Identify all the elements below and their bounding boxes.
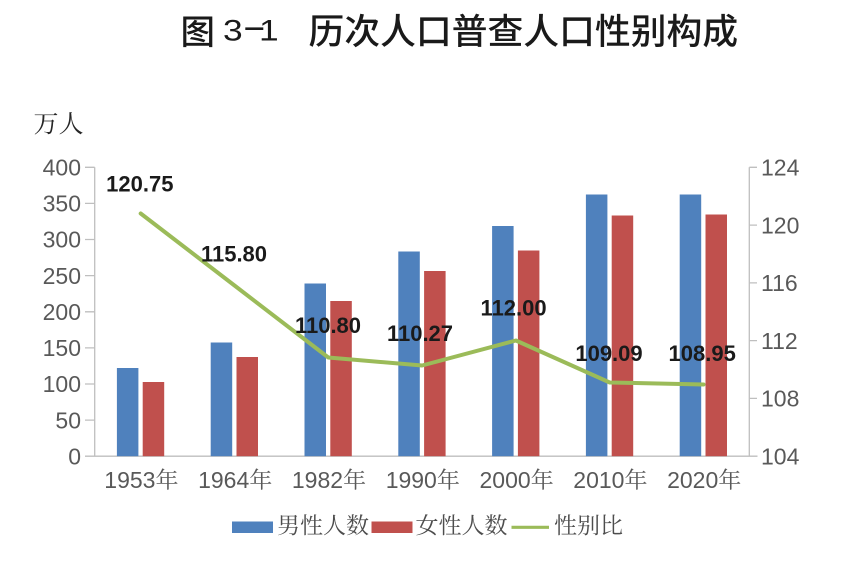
svg-text:112: 112 bbox=[761, 328, 798, 354]
svg-text:120.75: 120.75 bbox=[106, 171, 173, 196]
svg-text:116: 116 bbox=[761, 270, 798, 296]
svg-text:108: 108 bbox=[761, 386, 799, 412]
svg-text:108.95: 108.95 bbox=[669, 341, 736, 366]
svg-text:2010: 2010 bbox=[573, 467, 624, 493]
svg-text:1953: 1953 bbox=[104, 467, 155, 493]
svg-text:1: 1 bbox=[259, 13, 279, 47]
svg-text:110.27: 110.27 bbox=[387, 321, 453, 346]
svg-text:2020: 2020 bbox=[667, 467, 718, 493]
svg-text:110.80: 110.80 bbox=[295, 313, 361, 338]
svg-text:100: 100 bbox=[43, 371, 81, 397]
svg-text:124: 124 bbox=[761, 155, 800, 181]
svg-text:115.80: 115.80 bbox=[201, 242, 267, 267]
svg-text:104: 104 bbox=[761, 443, 800, 469]
svg-text:200: 200 bbox=[43, 299, 81, 325]
svg-text:0: 0 bbox=[68, 443, 81, 469]
svg-text:109.09: 109.09 bbox=[575, 341, 642, 366]
svg-text:112.00: 112.00 bbox=[481, 296, 547, 321]
svg-text:1964: 1964 bbox=[198, 467, 249, 493]
svg-text:400: 400 bbox=[43, 155, 81, 181]
svg-text:3: 3 bbox=[223, 13, 243, 47]
svg-text:50: 50 bbox=[55, 407, 81, 433]
svg-text:350: 350 bbox=[43, 191, 81, 217]
svg-text:250: 250 bbox=[43, 263, 81, 289]
svg-text:120: 120 bbox=[761, 212, 799, 238]
svg-text:1990: 1990 bbox=[386, 467, 437, 493]
svg-text:2000: 2000 bbox=[480, 467, 531, 493]
svg-text:150: 150 bbox=[43, 335, 81, 361]
svg-text:300: 300 bbox=[43, 227, 81, 253]
svg-text:1982: 1982 bbox=[292, 467, 343, 493]
